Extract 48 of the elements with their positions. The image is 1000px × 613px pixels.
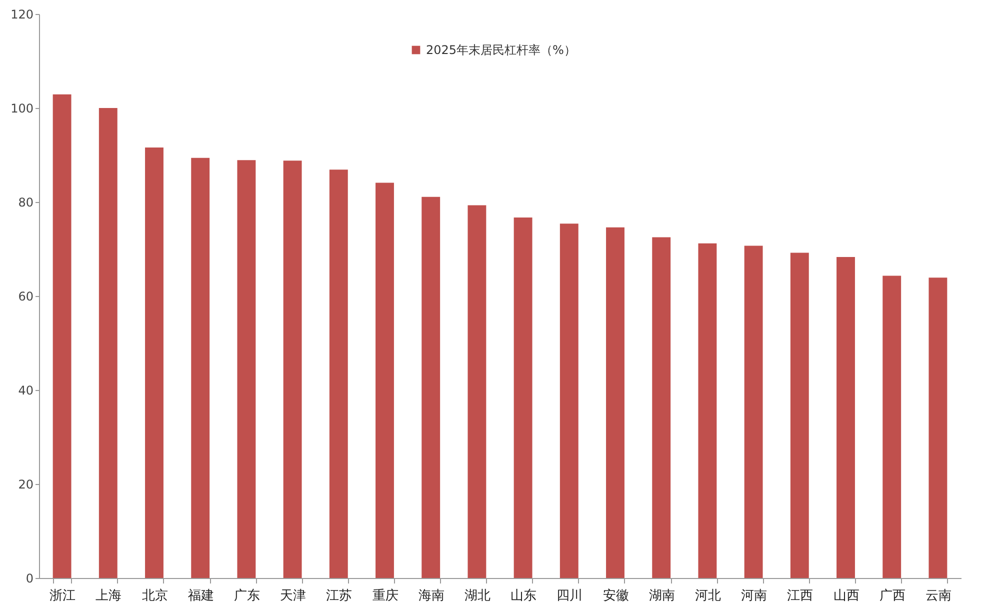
x-tick-label: 山西 <box>833 588 860 604</box>
x-tick-label: 安徽 <box>602 588 629 604</box>
bar <box>52 94 72 578</box>
bar <box>237 160 256 578</box>
x-tick-label: 湖南 <box>648 588 675 604</box>
y-tick-label: 120 <box>10 8 34 22</box>
bar <box>698 243 717 578</box>
bar <box>191 158 210 578</box>
bar <box>882 276 902 578</box>
x-tick-label: 江西 <box>787 588 814 604</box>
x-tick-label: 重庆 <box>372 588 398 604</box>
bar <box>468 205 486 578</box>
y-tick-label: 40 <box>18 384 34 398</box>
bar <box>928 278 948 578</box>
bar <box>98 108 118 578</box>
bar <box>836 256 855 578</box>
bar <box>283 160 302 578</box>
x-tick-label: 河北 <box>694 588 721 604</box>
x-tick-label: 河南 <box>741 588 768 604</box>
x-tick-label: 四川 <box>556 588 583 604</box>
y-tick-label: 100 <box>10 102 34 116</box>
y-tick-label: 20 <box>18 478 34 492</box>
x-tick-label: 北京 <box>142 588 168 604</box>
x-tick-label: 上海 <box>96 588 122 604</box>
y-tick-label: 60 <box>18 290 34 304</box>
x-tick-label: 云南 <box>925 588 952 604</box>
x-tick-label: 山东 <box>510 588 537 604</box>
bar <box>514 218 532 578</box>
x-tick-label: 江苏 <box>326 588 352 604</box>
x-tick-label: 浙江 <box>50 588 76 604</box>
x-tick-label: 湖北 <box>464 588 490 604</box>
legend-label: 2025年末居民杠杆率（%） <box>426 43 576 57</box>
bar <box>744 246 763 578</box>
y-tick-label: 80 <box>18 196 34 210</box>
bar <box>606 227 624 578</box>
bar <box>329 170 348 578</box>
bar <box>652 237 671 578</box>
x-tick-label: 海南 <box>418 588 444 604</box>
bar <box>145 147 164 578</box>
x-tick-label: 福建 <box>188 588 214 604</box>
bar <box>376 182 394 578</box>
x-tick-label: 天津 <box>280 588 306 604</box>
bar <box>422 196 440 578</box>
bar <box>790 252 809 578</box>
x-tick-label: 广东 <box>234 588 260 604</box>
y-tick-label: 0 <box>26 572 34 586</box>
bar <box>560 224 578 578</box>
x-tick-label: 广西 <box>879 588 906 604</box>
